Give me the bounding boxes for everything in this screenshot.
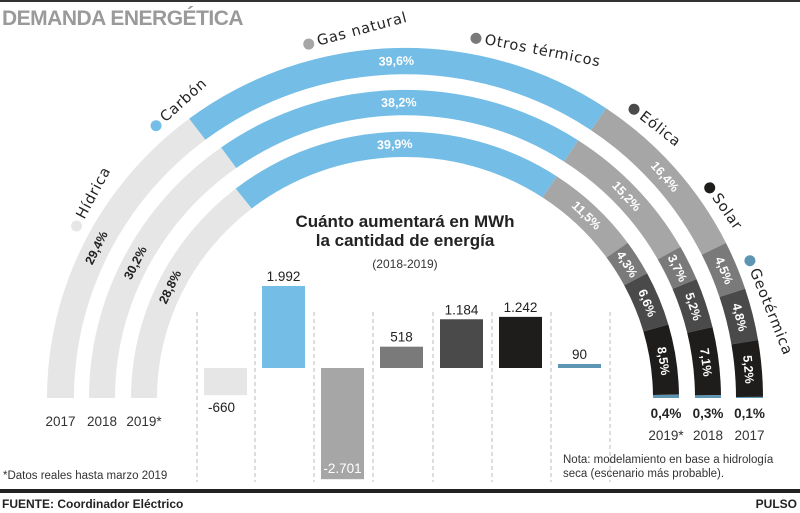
legend-dot-icon — [628, 103, 640, 115]
bar-chart-title-line-1: Cuánto aumentará en MWh — [295, 212, 515, 231]
legend-item: Gas natural — [303, 10, 409, 50]
year-label-right: 2019* — [648, 428, 684, 443]
ring-segment-otros-termicos — [606, 242, 648, 286]
legend-dot-icon — [744, 255, 756, 267]
bar-value-label: 1.242 — [504, 300, 538, 315]
ring-segment-hidrica — [47, 118, 206, 398]
legend-dot-icon — [150, 120, 162, 132]
ring-value-label: 5,2% — [740, 355, 756, 385]
top-rule — [0, 0, 800, 2]
page-title: DEMANDA ENERGÉTICA — [2, 7, 244, 30]
ring-segment-eolica — [672, 279, 713, 333]
bar-otros-termicos — [380, 346, 423, 368]
ring-segment-geotermica — [652, 394, 679, 398]
ring-value-label: 39,9% — [377, 137, 413, 152]
bar-chart-period: (2018-2019) — [372, 257, 438, 271]
ring-segment-geotermica — [694, 395, 721, 398]
year-label-left: 2019* — [126, 414, 162, 429]
ring-value-label: 7,1% — [697, 347, 714, 377]
bar-value-label: 1.992 — [267, 269, 301, 284]
ring-value-label: 8,5% — [654, 346, 672, 376]
geotermica-value-label: 0,4% — [651, 406, 682, 421]
modeling-note: Nota: modelamiento en base a hidrología … — [563, 454, 774, 480]
bar-chart-title: Cuánto aumentará en MWh la cantidad de e… — [255, 212, 555, 250]
ring-segment-carbon — [221, 89, 579, 169]
ring-segment-gas-natural — [542, 176, 628, 258]
bar-value-label: 518 — [390, 330, 413, 345]
geotermica-value-label: 0,3% — [693, 406, 724, 421]
year-label-right: 2018 — [693, 428, 723, 443]
brand-logo: PULSO — [755, 497, 797, 511]
year-label-right: 2017 — [734, 428, 764, 443]
bar-solar — [499, 316, 542, 368]
legend-dot-icon — [303, 38, 315, 50]
ring-segment-solar — [643, 324, 679, 395]
legend-label: Gas natural — [315, 10, 409, 50]
bar-value-label: 90 — [572, 347, 587, 362]
ring-2019: 28,8%39,9%11,5%4,3%6,6%8,5%2019*0,4%2019… — [126, 131, 684, 443]
ring-segment-eolica — [624, 273, 669, 332]
bar-value-label: -2.701 — [323, 461, 361, 476]
source-credit: FUENTE: Coordinador Eléctrico — [2, 497, 184, 511]
ring-segment-solar — [687, 326, 721, 396]
ring-segment-otros-termicos — [701, 242, 746, 297]
bar-geotermica — [558, 364, 601, 368]
year-label-left: 2017 — [45, 414, 75, 429]
bar-value-label: -660 — [208, 400, 235, 415]
bar-gas-natural — [321, 368, 364, 480]
geotermica-value-label: 0,1% — [734, 406, 765, 421]
legend-dot-icon — [470, 32, 482, 44]
bar-hidrica — [204, 368, 247, 396]
bar-eolica — [440, 319, 483, 368]
ring-segment-hidrica — [89, 147, 237, 398]
ring-segment-gas-natural — [563, 140, 681, 260]
ring-segment-eolica — [719, 288, 759, 345]
ring-segment-solar — [731, 339, 763, 397]
ring-segment-gas-natural — [591, 108, 726, 255]
bar-chart-title-line-2: la cantidad de energía — [315, 231, 495, 250]
bar-chart: -660 1.992 -2.701 518 1.184 1.242 90 — [196, 269, 611, 482]
year-label-left: 2018 — [87, 414, 117, 429]
bottom-rule — [0, 489, 800, 493]
ring-segment-geotermica — [735, 396, 763, 398]
ring-value-label: 38,2% — [381, 95, 417, 110]
ring-segment-carbon — [189, 47, 607, 140]
ring-segment-carbon — [235, 131, 557, 209]
legend-dot-icon — [704, 182, 716, 194]
bar-value-label: 1.184 — [445, 302, 479, 317]
ring-chart: 29,4%39,6%16,4%4,5%4,8%5,2%20170,1%20173… — [45, 47, 765, 443]
ring-value-label: 39,6% — [378, 54, 414, 69]
ring-segment-otros-termicos — [657, 246, 697, 289]
bar-carbon — [262, 286, 305, 368]
ring-value-label: 4,8% — [729, 302, 749, 333]
ring-segment-hidrica — [131, 188, 252, 398]
footnote: *Datos reales hasta marzo 2019 — [3, 470, 168, 482]
legend-dot-icon — [71, 220, 83, 232]
